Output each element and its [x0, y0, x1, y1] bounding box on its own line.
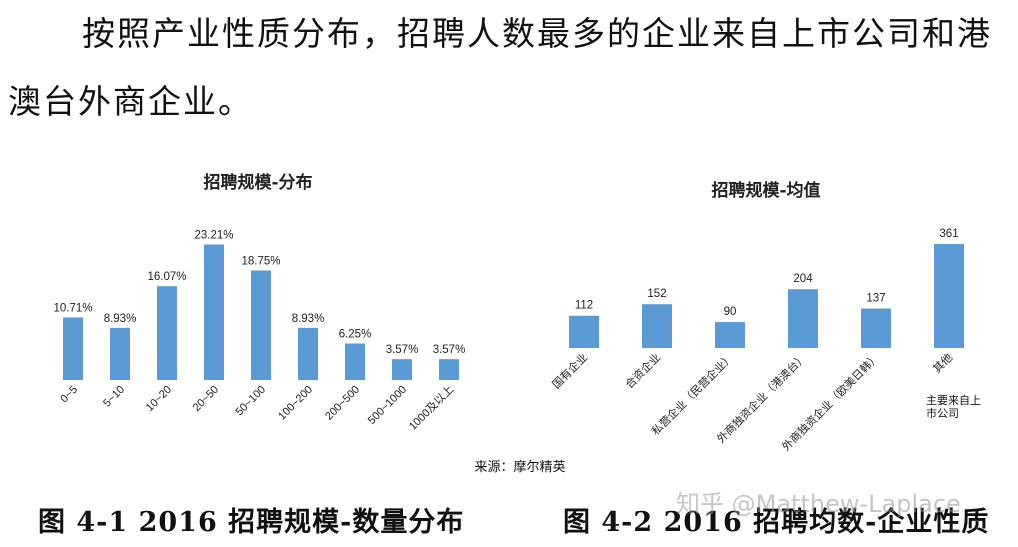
chart1-bar-5	[298, 327, 318, 380]
chart1-data-label-1: 8.93%	[104, 313, 137, 325]
chart1-data-label-5: 8.93%	[292, 313, 325, 325]
chart2-data-label-1: 152	[647, 288, 666, 300]
chart1-bar-7	[392, 359, 412, 380]
chart2-bar-4	[861, 308, 891, 348]
chart1-bar-8	[439, 359, 459, 380]
chart1-tick-label-1: 5~10	[101, 384, 127, 410]
chart1-bar-6	[345, 343, 365, 380]
chart1-tick-label-6: 200~500	[323, 384, 362, 423]
chart1-bar-2	[157, 286, 177, 380]
chart2-bar-5	[934, 244, 964, 348]
chart2-data-label-4: 137	[866, 293, 885, 305]
chart1-data-label-4: 18.75%	[241, 256, 280, 268]
chart1-tick-label-4: 50~100	[233, 384, 268, 419]
chart-recruitment-scale-distribution: 招聘规模-分布 10.71% 8.93% 16.07% 23.21% 18.75% 8.9…	[53, 172, 565, 475]
chart2-bar-1	[642, 304, 672, 348]
chart1-tick-label-8: 1000及以上	[406, 383, 456, 433]
chart1-data-label-2: 16.07%	[147, 271, 186, 283]
chart1-data-label-0: 10.71%	[53, 302, 92, 314]
chart2-data-label-2: 90	[724, 306, 737, 318]
chart2-data-label-5: 361	[939, 228, 958, 240]
chart1-data-label-7: 3.57%	[386, 344, 419, 356]
chart2-data-label-3: 204	[793, 273, 813, 285]
chart2-bar-2	[715, 322, 745, 348]
chart1-source: 来源：摩尔精英	[474, 459, 565, 475]
figure-caption-4-1: 图 4-1 2016 招聘规模-数量分布	[38, 507, 465, 538]
chart1-tick-label-7: 500~1000	[366, 384, 409, 427]
chart1-data-label-6: 6.25%	[339, 329, 372, 341]
chart1-data-label-3: 23.21%	[194, 229, 233, 241]
chart2-data-label-0: 112	[575, 300, 593, 312]
chart2-tick-label-0: 国有企业	[549, 350, 590, 391]
chart2-annotation-line2: 市公司	[926, 406, 959, 420]
chart1-bar-3	[204, 244, 224, 380]
chart2-tick-label-1: 合资企业	[622, 350, 663, 391]
chart1-tick-label-5: 100~200	[276, 384, 315, 423]
chart1-bar-1	[110, 327, 130, 380]
chart2-title: 招聘规模-均值	[711, 180, 820, 201]
paragraph-line-1: 按照产业性质分布，招聘人数最多的企业来自上市公司和港	[82, 14, 992, 53]
chart1-tick-label-2: 10~20	[144, 384, 174, 414]
watermark: 知乎 @Matthew-Laplace	[676, 490, 961, 518]
chart2-tick-label-2: 私营企业（民营企业）	[648, 350, 736, 438]
chart2-tick-label-5: 其他	[930, 351, 955, 376]
chart1-tick-label-0: 0~5	[58, 384, 80, 406]
chart2-bar-0	[569, 315, 599, 348]
chart1-title: 招聘规模-分布	[203, 172, 312, 193]
chart-recruitment-average-by-enterprise: 招聘规模-均值 112 152 90 204 137 361 国有企业 合资企业私营企业（民…	[549, 180, 981, 453]
chart1-bar-0	[63, 317, 83, 380]
chart1-data-label-8: 3.57%	[433, 344, 466, 356]
chart2-bar-3	[788, 289, 818, 348]
chart2-annotation-line1: 主要来自上	[926, 394, 981, 407]
chart1-bar-4	[251, 270, 271, 380]
paragraph-line-2: 澳台外商企业。	[8, 82, 253, 121]
chart1-tick-label-3: 20~50	[191, 384, 221, 414]
figure-caption-4-2: 图 4-2 2016 招聘均数-企业性质	[563, 507, 990, 538]
